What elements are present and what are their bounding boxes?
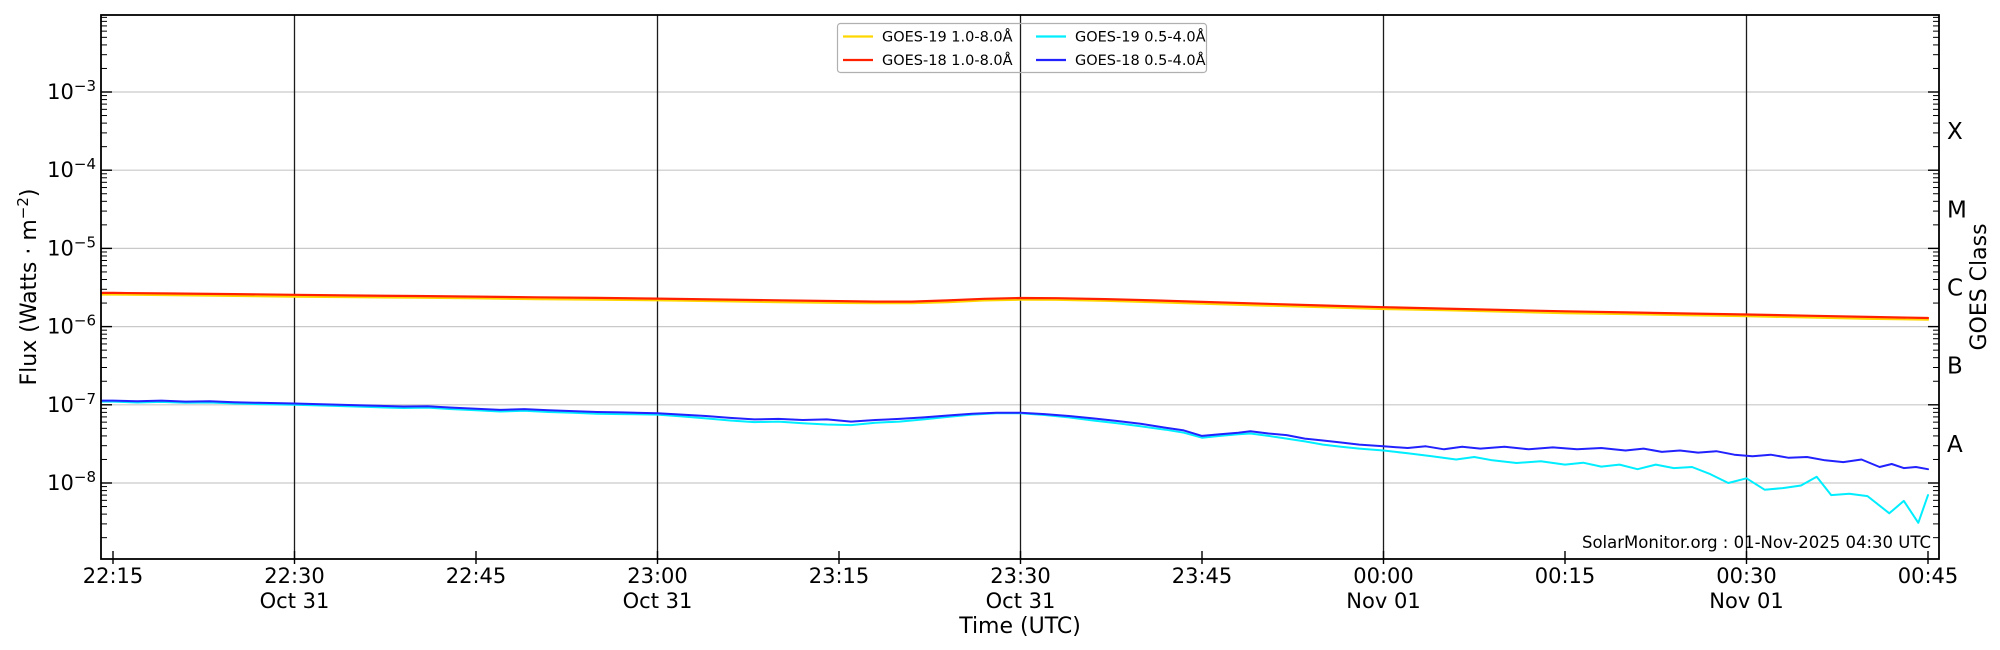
y-axis-title: Flux (Watts · m−2) bbox=[14, 189, 42, 386]
x-tick-label: 22:45 bbox=[446, 564, 507, 588]
x-tick-label: 22:15 bbox=[83, 564, 144, 588]
x-tick-label: 23:45 bbox=[1172, 564, 1233, 588]
plot-border bbox=[100, 14, 1940, 560]
x-tick-label: 00:00 bbox=[1353, 564, 1414, 588]
x-date-label: Nov 01 bbox=[1709, 589, 1783, 613]
series-group bbox=[101, 291, 1930, 524]
goes-class-label: M bbox=[1947, 197, 1967, 223]
x-tick-label: 23:00 bbox=[627, 564, 688, 588]
y-tick-label: 10−4 bbox=[47, 155, 96, 182]
legend-box bbox=[836, 22, 1208, 74]
attribution-text: SolarMonitor.org : 01-Nov-2025 04:30 UTC bbox=[1582, 533, 1931, 552]
goes-class-label: C bbox=[1947, 276, 1963, 302]
x-tick-label: 23:15 bbox=[809, 564, 870, 588]
x-date-label: Nov 01 bbox=[1346, 589, 1420, 613]
series-line-goes-19-0-5-4-0- bbox=[101, 400, 1929, 524]
x-tick-label: 23:30 bbox=[990, 564, 1051, 588]
y-tick-label: 10−7 bbox=[47, 390, 96, 417]
series-line-goes-18-0-5-4-0- bbox=[101, 399, 1929, 471]
goes-class-label: X bbox=[1947, 119, 1963, 145]
legend-label: GOES-19 1.0-8.0Å bbox=[882, 29, 1013, 46]
y-tick-label: 10−6 bbox=[47, 312, 96, 339]
x-tick-label: 00:45 bbox=[1898, 564, 1959, 588]
y-tick-label: 10−8 bbox=[47, 468, 96, 495]
y2-axis-title: GOES Class bbox=[1967, 223, 1992, 350]
legend: GOES-19 1.0-8.0Å GOES-18 1.0-8.0Å GOES-19 … bbox=[836, 22, 1208, 74]
y-tick-label: 10−5 bbox=[47, 233, 96, 260]
legend-label: GOES-19 0.5-4.0Å bbox=[1075, 29, 1206, 46]
x-tick-label: 00:15 bbox=[1535, 564, 1596, 588]
x-axis-title: Time (UTC) bbox=[958, 614, 1081, 639]
x-tick-label: 00:30 bbox=[1716, 564, 1777, 588]
series-line-goes-19-1-0-8-0- bbox=[101, 293, 1930, 321]
x-date-label: Oct 31 bbox=[986, 589, 1056, 613]
series-line-goes-18-1-0-8-0- bbox=[101, 291, 1930, 320]
legend-label: GOES-18 0.5-4.0Å bbox=[1075, 52, 1206, 69]
goes-class-label: B bbox=[1947, 354, 1963, 380]
x-date-label: Oct 31 bbox=[623, 589, 693, 613]
x-date-label: Oct 31 bbox=[260, 589, 330, 613]
legend-label: GOES-18 1.0-8.0Å bbox=[882, 52, 1013, 69]
y-tick-label: 10−3 bbox=[47, 77, 96, 104]
goes-class-label: A bbox=[1947, 432, 1963, 458]
x-tick-label: 22:30 bbox=[264, 564, 325, 588]
